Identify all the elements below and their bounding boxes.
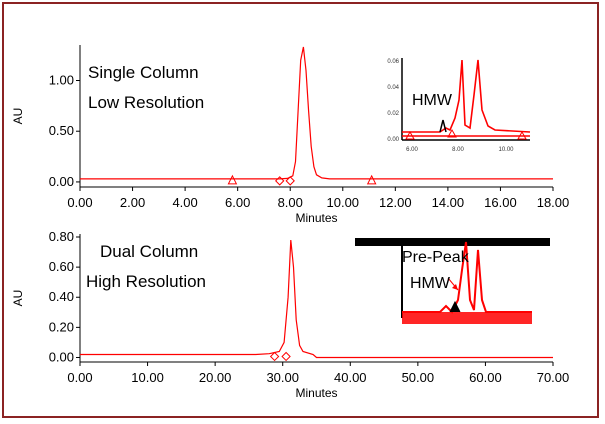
x-tick-label: 40.00 xyxy=(334,370,367,385)
inset-marker xyxy=(447,128,457,138)
inset-prepeak xyxy=(449,300,461,313)
diamond-marker xyxy=(281,351,291,362)
diamond-marker xyxy=(275,176,285,186)
bottom-annotation-2: High Resolution xyxy=(86,272,207,291)
y-tick-label: 1.00 xyxy=(49,73,74,88)
x-tick-label: 30.00 xyxy=(266,370,299,385)
y-tick-label: 0.50 xyxy=(49,123,74,138)
x-tick-label: 0.00 xyxy=(67,195,92,210)
y-tick-label: 0.40 xyxy=(49,289,74,304)
x-axis-label: Minutes xyxy=(295,386,337,400)
x-tick-label: 70.00 xyxy=(537,370,570,385)
diamond-marker xyxy=(285,176,295,186)
triangle-marker xyxy=(227,174,238,185)
x-tick-label: 6.00 xyxy=(225,195,250,210)
inset-trace xyxy=(402,59,531,133)
y-tick-label: 0.00 xyxy=(49,174,74,189)
x-tick-label: 0.00 xyxy=(67,370,92,385)
y-axis-label: AU xyxy=(11,108,25,125)
x-tick-label: 18.00 xyxy=(537,195,570,210)
x-tick-label: 10.00 xyxy=(131,370,164,385)
triangle-marker xyxy=(366,174,377,185)
inset-y-tick-label: 0.02 xyxy=(387,111,399,117)
top-inset-label: HMW xyxy=(412,92,452,109)
inset-top-bar xyxy=(355,238,550,246)
x-tick-label: 20.00 xyxy=(199,370,232,385)
inset-arrowhead xyxy=(452,284,458,290)
x-axis-label: Minutes xyxy=(295,211,337,225)
x-tick-label: 12.00 xyxy=(379,195,412,210)
y-tick-label: 0.00 xyxy=(49,349,74,364)
diamond-marker xyxy=(269,351,280,362)
bottom-inset-label-top: Pre-Peak xyxy=(402,249,469,266)
x-tick-label: 60.00 xyxy=(469,370,502,385)
series-line xyxy=(80,239,553,359)
x-tick-label: 16.00 xyxy=(484,195,517,210)
y-tick-label: 0.60 xyxy=(49,259,74,274)
y-axis-label: AU xyxy=(11,290,25,307)
top-chart: 0.00 2.00 4.00 6.00 8.00 10.00 12.00 14.00 16.00… xyxy=(11,45,569,225)
x-tick-label: 2.00 xyxy=(120,195,145,210)
inset-y-tick-label: 0.00 xyxy=(387,137,399,143)
inset-trace xyxy=(402,241,532,314)
inset-x-tick-label: 6.00 xyxy=(406,147,418,153)
y-tick-label: 0.20 xyxy=(49,319,74,334)
bottom-chart: 0.00 10.00 20.00 30.00 40.00 50.00 60.00 70.00 0… xyxy=(11,229,569,400)
inset-baseline-band xyxy=(402,312,532,324)
inset-marker xyxy=(405,130,415,140)
y-tick-label: 0.80 xyxy=(49,229,74,244)
x-tick-label: 14.00 xyxy=(432,195,465,210)
top-annotation-1: Single Column xyxy=(88,63,199,82)
top-annotation-2: Low Resolution xyxy=(88,93,205,112)
bottom-annotation-1: Dual Column xyxy=(100,242,199,261)
inset-marker xyxy=(517,130,527,140)
inset-x-tick-label: 8.00 xyxy=(452,147,464,153)
x-tick-label: 50.00 xyxy=(402,370,435,385)
x-tick-label: 8.00 xyxy=(278,195,303,210)
x-tick-label: 10.00 xyxy=(327,195,360,210)
inset-hmw-peak xyxy=(439,119,447,133)
inset-x-tick-label: 10.00 xyxy=(498,147,514,153)
inset-y-tick-label: 0.06 xyxy=(387,59,399,65)
inset-y-tick-label: 0.04 xyxy=(387,85,399,91)
x-tick-label: 4.00 xyxy=(172,195,197,210)
bottom-inset-label: HMW xyxy=(410,275,450,292)
